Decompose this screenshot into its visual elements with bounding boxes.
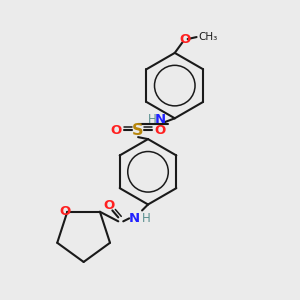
Text: N: N [155,113,166,126]
Text: H: H [148,113,157,126]
Text: O: O [60,205,71,218]
Text: N: N [129,212,140,225]
Text: CH₃: CH₃ [199,32,218,42]
Text: O: O [111,124,122,137]
Text: O: O [154,124,166,137]
Text: O: O [179,32,190,46]
Text: H: H [142,212,150,225]
Text: O: O [104,199,115,212]
Text: S: S [132,123,144,138]
